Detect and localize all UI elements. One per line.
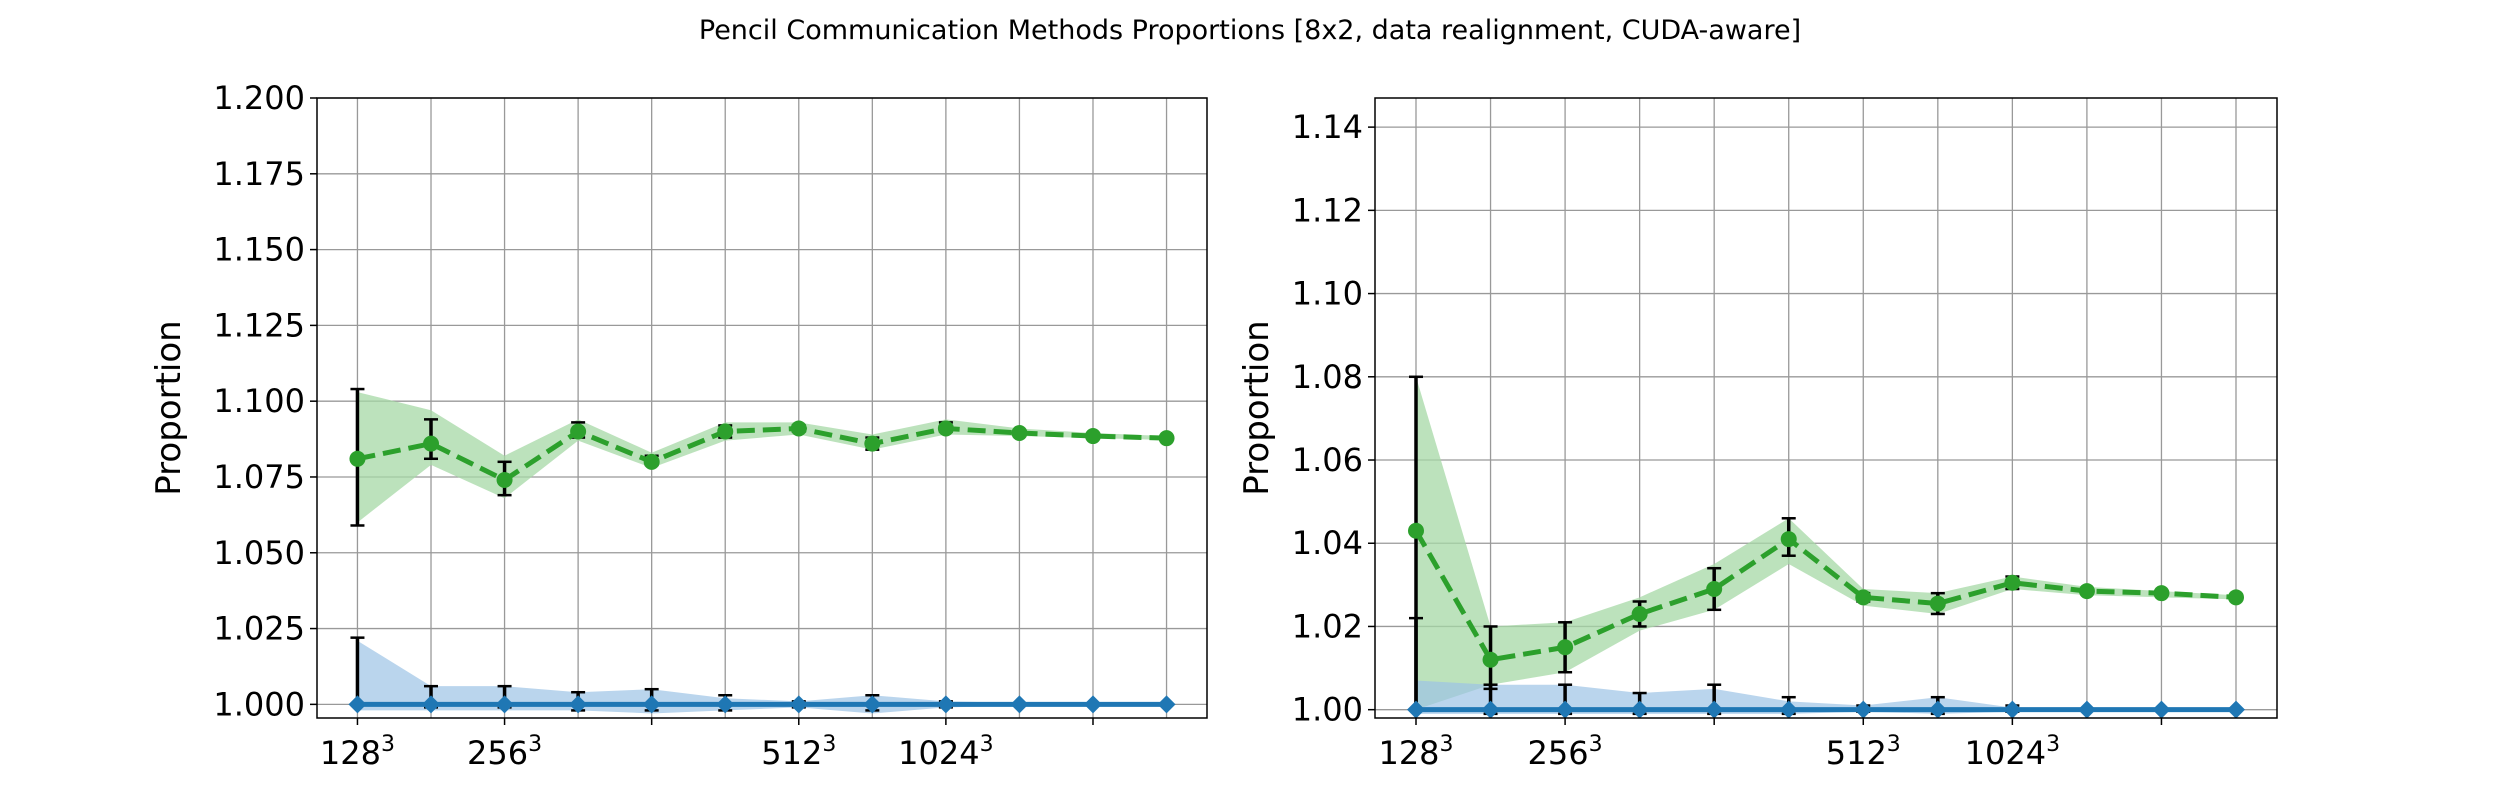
y-axis-title: Proportion — [149, 320, 189, 495]
green-data-point — [1855, 589, 1872, 606]
grid-lines — [317, 97, 1207, 718]
green-data-point — [2153, 585, 2170, 602]
green-data-point — [2228, 589, 2244, 606]
blue-data-point — [1556, 700, 1575, 718]
green-data-point — [790, 420, 807, 437]
green-data-point — [1557, 639, 1574, 656]
y-tick-label: 1.14 — [1292, 108, 1363, 146]
blue-data-point — [495, 695, 514, 714]
blue-data-point — [1928, 700, 1947, 718]
green-data-point — [2078, 583, 2095, 600]
y-tick-label: 1.02 — [1292, 607, 1363, 645]
y-tick-label: 1.12 — [1292, 191, 1363, 229]
green-data-point — [1158, 430, 1175, 447]
y-tick-label: 1.175 — [213, 155, 305, 193]
green-data-point — [1011, 425, 1028, 442]
blue-confidence-band — [357, 640, 1167, 714]
blue-data-point — [1630, 700, 1649, 718]
grid-lines — [1375, 98, 2277, 718]
green-data-point — [496, 472, 513, 489]
green-data-point — [864, 435, 881, 452]
green-data-point — [1706, 581, 1723, 598]
blue-data-point — [2227, 700, 2245, 718]
x-tick-label: 1283 — [1378, 732, 1453, 772]
plot-area — [348, 387, 1176, 714]
green-series-line — [1413, 529, 2237, 663]
green-data-point — [1631, 605, 1648, 622]
blue-data-point — [863, 695, 882, 714]
green-data-point — [1780, 531, 1797, 548]
y-tick-label: 1.10 — [1292, 275, 1363, 313]
green-data-point — [2004, 574, 2021, 591]
green-data-point — [937, 420, 954, 437]
y-tick-label: 1.125 — [213, 306, 305, 344]
y-tick-label: 1.100 — [213, 382, 305, 420]
blue-data-point — [1010, 695, 1029, 714]
x-tick-label: 5123 — [761, 732, 836, 772]
blue-data-point — [642, 695, 661, 714]
blue-data-point — [2152, 700, 2171, 718]
blue-data-point — [1779, 700, 1798, 718]
blue-data-point — [422, 695, 441, 714]
x-tick-label: 10243 — [898, 732, 993, 772]
green-series-line — [356, 425, 1167, 483]
right-plot: 1.00 1.02 1.04 1.06 1.08 1.10 1.12 1.14 1283 2563… — [1237, 97, 2278, 772]
y-tick-label: 1.150 — [213, 231, 305, 269]
y-tick-label: 1.075 — [213, 458, 305, 496]
y-tick-label: 1.06 — [1292, 441, 1363, 479]
green-data-point — [1482, 651, 1499, 668]
green-confidence-band — [357, 392, 1167, 523]
blue-data-point — [1481, 700, 1500, 718]
green-data-point — [349, 450, 366, 467]
figure-title: Pencil Communication Methods Proportions… — [699, 15, 1801, 46]
blue-data-point — [2003, 700, 2022, 718]
blue-data-point — [716, 695, 735, 714]
green-data-point — [717, 423, 734, 440]
y-tick-label: 1.08 — [1292, 358, 1363, 396]
plot-area — [1407, 375, 2245, 718]
y-tick-label: 1.00 — [1292, 691, 1363, 729]
y-tick-label: 1.025 — [213, 610, 305, 648]
y-tick-label: 1.04 — [1292, 524, 1363, 562]
y-tick-label: 1.200 — [213, 79, 305, 117]
blue-data-point — [1705, 700, 1724, 718]
x-tick-label: 1283 — [320, 732, 395, 772]
green-data-point — [423, 435, 440, 452]
blue-data-point — [348, 695, 367, 714]
axes-frame — [1374, 97, 2278, 719]
y-tick-label: 1.000 — [213, 685, 305, 723]
blue-data-point — [1157, 695, 1176, 714]
blue-confidence-band — [1416, 680, 2236, 714]
left-plot: 1.000 1.025 1.050 1.075 1.100 1.125 1.150 1.175… — [149, 79, 1208, 772]
green-data-point — [1408, 522, 1424, 539]
blue-data-point — [1083, 695, 1102, 714]
blue-data-point — [569, 695, 588, 714]
axes-frame — [316, 97, 1208, 719]
x-tick-label: 2563 — [467, 732, 542, 772]
y-tick-label: 1.050 — [213, 534, 305, 572]
x-tick-label: 5123 — [1826, 732, 1901, 772]
blue-data-point — [1854, 700, 1873, 718]
blue-data-point — [2077, 700, 2096, 718]
green-data-point — [643, 453, 660, 470]
y-axis-title: Proportion — [1237, 320, 1277, 495]
green-data-point — [1929, 595, 1946, 612]
green-data-point — [570, 423, 587, 440]
x-tick-label: 10243 — [1965, 732, 2060, 772]
green-confidence-band — [1416, 376, 2236, 710]
blue-data-point — [789, 695, 808, 714]
blue-data-point — [936, 695, 955, 714]
x-tick-label: 2563 — [1528, 732, 1603, 772]
blue-data-point — [1407, 700, 1425, 718]
green-data-point — [1084, 428, 1101, 445]
